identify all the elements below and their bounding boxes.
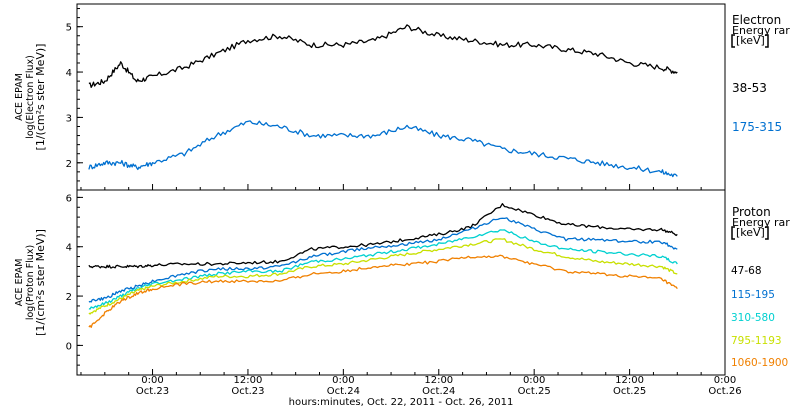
x-tick-date-label: Oct.23 <box>231 386 264 397</box>
proton-panel: 0 2 4 6 ACE EPAM log(Proton Flux)[1/(cm²s st… <box>14 189 790 376</box>
legend-title-line: [keV] <box>736 34 765 47</box>
x-tick-date-label: Oct.26 <box>708 386 741 397</box>
x-tick-time-label: 0:00 <box>141 375 163 386</box>
y-axis-label-line: log(Proton Flux) <box>25 245 36 320</box>
y-tick-label: 4 <box>66 243 72 254</box>
electron-series <box>88 24 678 178</box>
y-tick-label: 2 <box>66 159 72 170</box>
y-tick-label: 6 <box>66 193 72 204</box>
x-tick-date-label: Oct.24 <box>422 386 455 397</box>
legend-entry: 38-53 <box>732 81 767 95</box>
x-tick-date-label: Oct.23 <box>136 386 169 397</box>
y-tick-label: 2 <box>66 292 72 303</box>
proton-plot-frame <box>76 189 726 376</box>
legend-unit-bracket-right <box>765 226 769 240</box>
electron-panel: 2 3 4 5 ACE EPAM log(Electron Flux)[1/(cm²s … <box>14 3 790 191</box>
electron-y-ticks: 2 3 4 5 <box>66 8 83 191</box>
legend-entry: 310-580 <box>731 312 775 324</box>
y-tick-label: 5 <box>66 23 72 34</box>
y-tick-label: 4 <box>66 68 72 79</box>
x-tick-date-label: Oct.25 <box>613 386 646 397</box>
legend-unit-bracket-left <box>731 34 735 48</box>
y-tick-label: 3 <box>66 113 72 124</box>
legend-entry: 115-195 <box>731 289 775 301</box>
y-axis-label-line: [1/(cm²s ster MeV)] <box>34 229 47 336</box>
legend-title-line: [keV] <box>736 226 765 239</box>
legend-entry: 175-315 <box>732 120 782 134</box>
x-tick-time-label: 12:00 <box>424 375 453 386</box>
series-line-115-195 <box>88 217 678 303</box>
legend-title-line: Energy rar <box>732 24 790 37</box>
series-line-47-68 <box>88 203 678 269</box>
proton-y-axis-label: ACE EPAM log(Proton Flux)[1/(cm²s ster Me… <box>14 229 47 336</box>
x-axis-ticks: 0:00Oct.2312:00Oct.230:00Oct.2412:00Oct.… <box>80 184 742 397</box>
y-axis-label-line: log(Electron Flux) <box>25 55 36 139</box>
legend-entry: 47-68 <box>731 265 762 277</box>
legend-title-line: Energy rar <box>732 216 790 229</box>
legend-entry: 1060-1900 <box>731 357 788 369</box>
legend-title-line: Proton <box>732 205 771 219</box>
electron-y-axis-label: ACE EPAM log(Electron Flux)[1/(cm²s ster … <box>14 44 47 151</box>
x-tick-time-label: 0:00 <box>714 375 736 386</box>
series-line-175-315 <box>88 120 678 178</box>
x-tick-time-label: 0:00 <box>332 375 354 386</box>
x-axis-label: hours:minutes, Oct. 22, 2011 - Oct. 26, … <box>289 397 514 408</box>
proton-y-ticks: 0 2 4 6 <box>66 193 83 366</box>
legend-unit-bracket-right <box>765 34 769 48</box>
y-axis-label-line: [1/(cm²s ster MeV)] <box>34 44 47 151</box>
y-axis-label-line: ACE EPAM <box>14 73 25 121</box>
x-tick-date-label: Oct.24 <box>327 386 360 397</box>
series-line-1060-1900 <box>88 254 678 328</box>
series-line-795-1193 <box>88 238 678 315</box>
x-tick-time-label: 0:00 <box>523 375 545 386</box>
legend-unit-bracket-left <box>731 226 735 240</box>
y-axis-label-line: ACE EPAM <box>14 259 25 307</box>
x-tick-time-label: 12:00 <box>615 375 644 386</box>
electron-plot-frame <box>76 3 726 191</box>
y-tick-label: 0 <box>66 341 72 352</box>
series-line-310-580 <box>88 229 678 310</box>
x-tick-time-label: 12:00 <box>234 375 263 386</box>
series-line-38-53 <box>88 24 678 88</box>
x-tick-date-label: Oct.25 <box>518 386 551 397</box>
legend-title-line: Electron <box>732 13 781 27</box>
legend-entry: 795-1193 <box>731 335 782 347</box>
proton-series <box>88 203 678 328</box>
